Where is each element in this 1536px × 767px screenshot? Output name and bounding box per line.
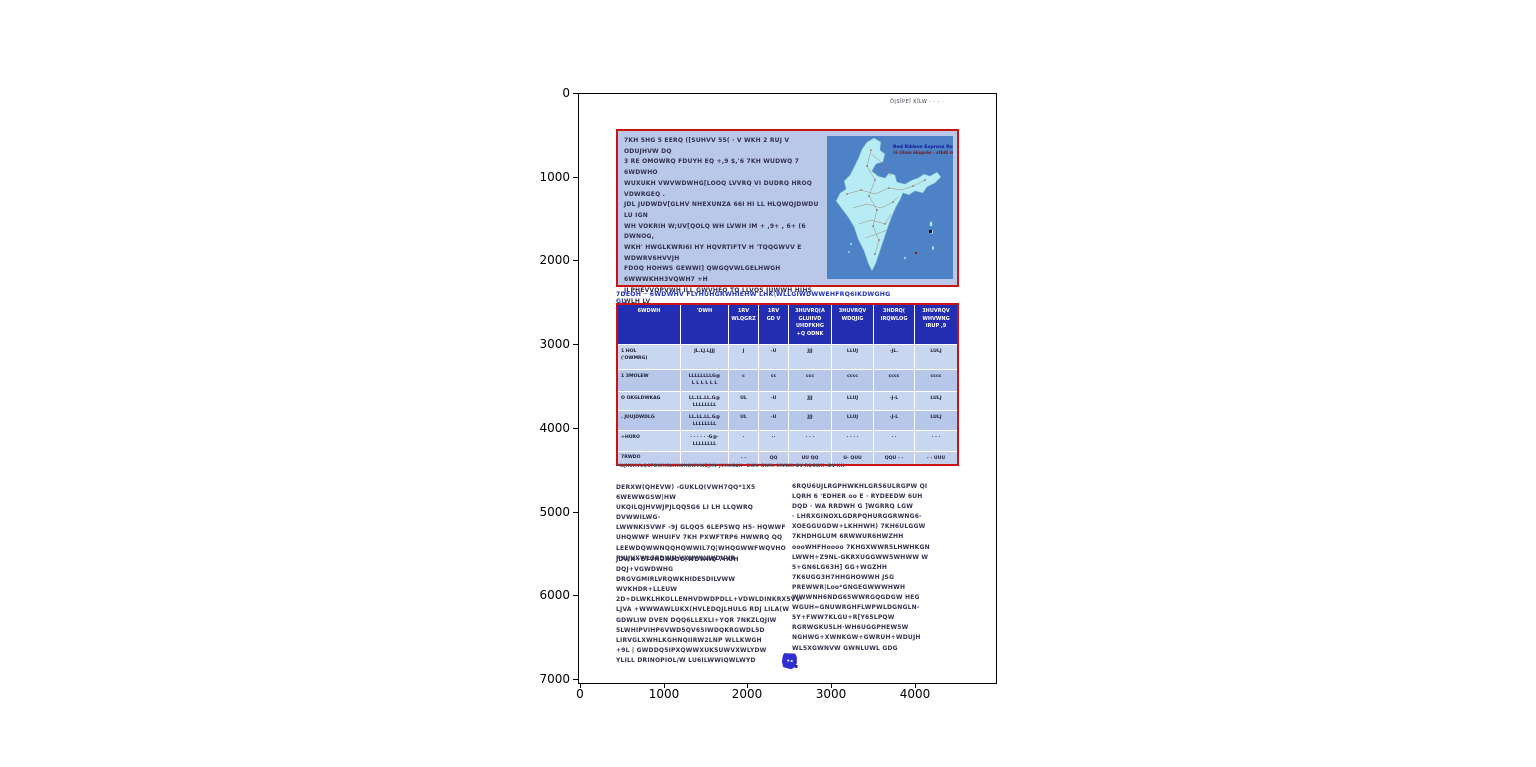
map-title: Red Ribbon Express Route Map xyxy=(893,144,953,150)
table-cell: LLUJ xyxy=(832,345,873,369)
table-cell: 1 HOL ('OWMRG) xyxy=(618,345,680,369)
table-cell: JJJ xyxy=(789,345,831,369)
y-tick-label: 5000 xyxy=(539,505,570,519)
table-total-label: 7RWDO xyxy=(618,452,680,464)
y-tick-label: 6000 xyxy=(539,588,570,602)
x-tick-label: 3000 xyxy=(815,687,847,701)
table-cell: U- QUU xyxy=(832,452,873,464)
table-caption: 7DEOH ─ 6WDWHV FLYHUHGRWHIEHW LHK\WLLGIW… xyxy=(616,291,891,305)
table-cell: UU QQ xyxy=(789,452,831,464)
map-marker-red xyxy=(915,252,917,254)
table-cell: · · · xyxy=(789,431,831,451)
y-tick-mark xyxy=(573,595,578,596)
table-cell: +HURO xyxy=(618,431,680,451)
table-cell: JJJ xyxy=(789,411,831,430)
table-cell: cccc xyxy=(915,370,957,391)
table-cell: -U xyxy=(759,392,788,410)
table-cell: . JUUJDWDLG xyxy=(618,411,680,430)
y-tick-mark xyxy=(573,260,578,261)
body-paragraph-left-2: JDWN+ETVHORUDO/WDWRQ 7HUH DQJ+VGWDWHG DR… xyxy=(616,556,803,664)
table-cell: LL.LL.LL.G@ LLLLLLLL xyxy=(681,411,728,430)
coverage-table: 6WDWH 'DWH 1RV WLQGRZ 1RV GD V 3HUVRQ(A … xyxy=(616,303,959,466)
route-stations xyxy=(846,149,926,255)
col-header-state: 6WDWH xyxy=(618,305,680,344)
table-cell: LULJ xyxy=(915,411,957,430)
table-cell: LLUJ xyxy=(832,392,873,410)
table-cell: -J-L xyxy=(874,411,914,430)
map-marker-black xyxy=(929,230,932,233)
table-cell: - - UUU xyxy=(915,452,957,464)
y-tick-mark xyxy=(573,679,578,680)
x-tick-mark xyxy=(747,683,748,688)
table-cell: -JL. xyxy=(874,345,914,369)
col-header-counsel: 3HDRQ( IRQWLOG xyxy=(874,305,914,344)
table-cell: cc xyxy=(759,370,788,391)
col-header-window: 1RV WLQGRZ xyxy=(729,305,758,344)
x-tick-mark xyxy=(580,683,581,688)
table-cell: ccc xyxy=(789,370,831,391)
col-header-tested: 3HUVRQV WHVWNG IRUP ,9 xyxy=(915,305,957,344)
table-cell: 1 3MOLEW xyxy=(618,370,680,391)
x-tick-label: 0 xyxy=(576,687,584,701)
table-cell: -U xyxy=(759,345,788,369)
table-cell: · · · · · ·G@· LLLLLLLL xyxy=(681,431,728,451)
y-tick-label: 0 xyxy=(562,86,570,100)
y-tick-label: 2000 xyxy=(539,253,570,267)
x-tick-label: 1000 xyxy=(648,687,680,701)
page-header-right-text: ŌĮSĪPEĪ ĶĪLW · · · · xyxy=(890,99,945,105)
table-cell: UL xyxy=(729,411,758,430)
table-cell: LULJ xyxy=(915,345,957,369)
x-tick-mark xyxy=(831,683,832,688)
table-cell: · xyxy=(729,431,758,451)
table-cell: cccc xyxy=(832,370,873,391)
table-cell: LLUJ xyxy=(832,411,873,430)
table-cell xyxy=(681,452,728,464)
table-cell: · · xyxy=(874,431,914,451)
col-header-reached: 3HUVRQ(A GLUIIVD UHDFKHG +Q ODNK xyxy=(789,305,831,344)
y-tick-mark xyxy=(573,177,578,178)
body-paragraph-right-1: 6RQU6UJLRGPHWKHLGR56ULRGPW QI LQRH 6 'ED… xyxy=(792,483,930,652)
table-cell: UL xyxy=(729,392,758,410)
y-tick-mark xyxy=(573,428,578,429)
table-cell: · · · · xyxy=(832,431,873,451)
table-cell: J xyxy=(729,345,758,369)
table-cell: cccc xyxy=(874,370,914,391)
x-tick-mark xyxy=(915,683,916,688)
y-tick-label: 7000 xyxy=(539,672,570,686)
table-cell: - - xyxy=(729,452,758,464)
x-tick-mark xyxy=(664,683,665,688)
table-cell: -U xyxy=(759,411,788,430)
y-tick-label: 4000 xyxy=(539,421,570,435)
table-cell: JJJ xyxy=(789,392,831,410)
col-header-trained: 3HUVRQV WDQJIG xyxy=(832,305,873,344)
india-map-graphic: Red Ribbon Express Route Map ŕè ŕìbàn èk… xyxy=(827,136,953,279)
y-tick-mark xyxy=(573,93,578,94)
col-header-date: 'DWH xyxy=(681,305,728,344)
y-tick-label: 3000 xyxy=(539,337,570,351)
table-cell: O OKGLDWKAG xyxy=(618,392,680,410)
table-cell: QQU - - xyxy=(874,452,914,464)
map-subtitle: ŕè ŕìbàn èksprès · sthìtì màrg xyxy=(893,150,953,155)
table-footnote: *ILJXUHVLQGFDWHGLIIHUHQWVWDJHV JVHHGLH—D… xyxy=(617,464,845,469)
table-cell: c xyxy=(729,370,758,391)
y-tick-mark xyxy=(573,512,578,513)
table-cell: JL.LJ.LJJJ xyxy=(681,345,728,369)
india-route-map: Red Ribbon Express Route Map ŕè ŕìbàn èk… xyxy=(827,136,953,279)
col-header-days: 1RV GD V xyxy=(759,305,788,344)
table-cell: LL.LL.LL.G@ LLLLLLLL xyxy=(681,392,728,410)
x-tick-label: 2000 xyxy=(731,687,763,701)
table-cell: LLLLLLLLG@ L L L L L L xyxy=(681,370,728,391)
x-tick-label: 4000 xyxy=(899,687,931,701)
body-paragraph-left-1: DERXW(QHEVW) -GUKLQ(VWH7QQ*1X5 6WEWWGSW|… xyxy=(616,484,786,562)
table-cell: LULJ xyxy=(915,392,957,410)
y-tick-mark xyxy=(573,344,578,345)
table-cell: QQ xyxy=(759,452,788,464)
table-cell: -J-L xyxy=(874,392,914,410)
table-cell: ·· xyxy=(759,431,788,451)
intro-box: 7KH 5HG 5 EERQ ([SUHVV 55( · V WKH 2 RUJ… xyxy=(616,129,959,379)
stamp-icon xyxy=(778,650,802,674)
table-cell: · · · xyxy=(915,431,957,451)
y-tick-label: 1000 xyxy=(539,170,570,184)
